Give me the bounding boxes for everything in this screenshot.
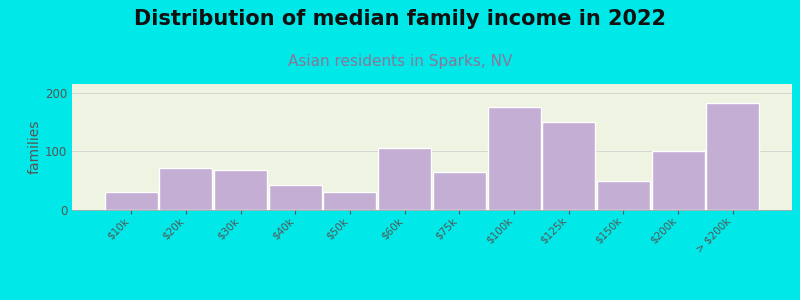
Y-axis label: families: families bbox=[28, 120, 42, 174]
Bar bbox=[214, 170, 267, 210]
Bar bbox=[159, 168, 213, 210]
Text: Asian residents in Sparks, NV: Asian residents in Sparks, NV bbox=[288, 54, 512, 69]
Bar bbox=[105, 192, 158, 210]
Bar bbox=[323, 192, 377, 210]
Bar bbox=[542, 122, 595, 210]
Bar bbox=[487, 107, 541, 210]
Bar bbox=[269, 185, 322, 210]
Text: Distribution of median family income in 2022: Distribution of median family income in … bbox=[134, 9, 666, 29]
Bar bbox=[433, 172, 486, 210]
Bar bbox=[378, 148, 431, 210]
Bar bbox=[597, 181, 650, 210]
Bar bbox=[651, 152, 705, 210]
Bar bbox=[706, 103, 759, 210]
